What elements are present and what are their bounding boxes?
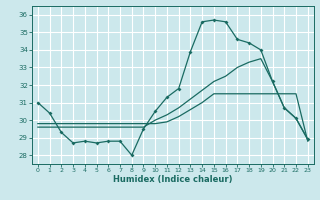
X-axis label: Humidex (Indice chaleur): Humidex (Indice chaleur) <box>113 175 233 184</box>
